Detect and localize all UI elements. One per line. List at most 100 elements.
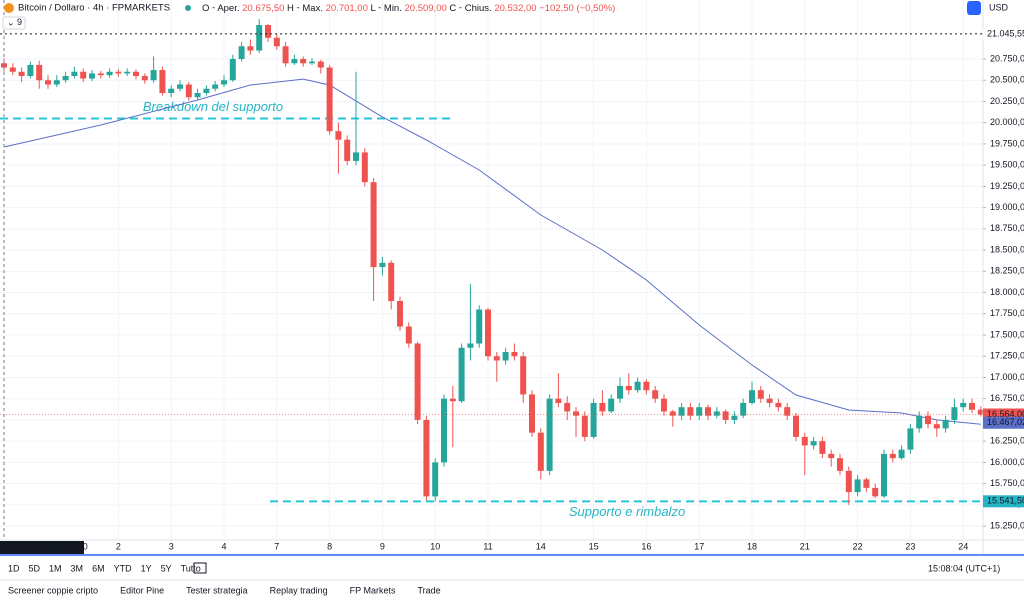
candle-body <box>185 84 192 98</box>
status-dot <box>185 5 191 11</box>
candle-body <box>256 25 263 51</box>
candle-body <box>546 398 553 471</box>
range-button[interactable]: YTD <box>114 563 133 573</box>
bottom-tab[interactable]: Replay trading <box>270 585 328 595</box>
candle-body <box>502 351 509 361</box>
candle-body <box>27 64 34 77</box>
candle-body <box>775 402 782 408</box>
range-button[interactable]: 3M <box>71 563 84 573</box>
x-tick-label: 8 <box>327 541 332 551</box>
legend-o: O - Aper. 20.675,50 H - Max. 20.701,00 L… <box>202 3 615 14</box>
candle-body <box>881 453 887 497</box>
bottom-tab[interactable]: FP Markets <box>350 585 396 595</box>
toolbar: 1D 5D 1M 3M 6M YTD 1Y 5Y Tutto Screener coppie cr… <box>8 563 441 595</box>
y-tick-label: 15.750,00 <box>990 478 1024 488</box>
y-tick-label: 19.000,00 <box>990 202 1024 212</box>
y-tick-label: 15.250,00 <box>990 520 1024 530</box>
candle-body <box>449 398 456 402</box>
candle-body <box>564 402 571 412</box>
annotation: Supporto e rimbalzo <box>569 504 685 519</box>
candle-body <box>1 63 7 68</box>
range-button[interactable]: 5Y <box>161 563 172 573</box>
bottom-tab[interactable]: Screener coppie cripto <box>8 585 98 595</box>
x-tick-label: 18 <box>747 541 757 551</box>
candle-body <box>749 390 755 403</box>
candle-body <box>590 402 597 437</box>
range-button[interactable]: 1M <box>49 563 62 573</box>
y-tick-label: 17.250,00 <box>990 351 1024 361</box>
compare-button[interactable] <box>967 1 981 15</box>
x-tick-label: 2 <box>116 541 121 551</box>
y-tick-label: 19.250,00 <box>990 181 1024 191</box>
candle-body <box>405 326 412 344</box>
y-tick-label: 17.500,00 <box>990 329 1024 339</box>
y-tick-label: 20.750,00 <box>990 53 1024 63</box>
candle-body <box>62 76 69 81</box>
candle-body <box>115 71 122 74</box>
candle-body <box>265 25 271 38</box>
price-label: 16.467,02 <box>987 417 1024 427</box>
x-tick-label: 16 <box>641 541 651 551</box>
x-tick-label: 7 <box>274 541 279 551</box>
candle-body <box>335 131 342 140</box>
x-tick-label: 15 <box>589 541 599 551</box>
candle-body <box>801 436 808 446</box>
bottom-tab[interactable]: Trade <box>418 585 441 595</box>
candle-body <box>150 70 157 81</box>
date-range-icon[interactable] <box>193 562 207 574</box>
candle-body <box>625 385 632 391</box>
candle-body <box>537 432 544 471</box>
range-button[interactable]: 1Y <box>141 563 152 573</box>
symbol: Bitcoin / Dollaro · 4h · FPMARKETS <box>18 3 170 14</box>
bottom-tab[interactable]: Editor Pine <box>120 585 164 595</box>
candle-body <box>652 390 659 399</box>
btc-icon <box>4 3 14 13</box>
range-button[interactable]: 1D <box>8 563 20 573</box>
candle-body <box>291 59 298 64</box>
candle-body <box>414 343 421 420</box>
range-button[interactable]: Tutto <box>181 563 201 573</box>
candle-body <box>238 46 245 60</box>
candle-body <box>493 356 500 361</box>
candle-body <box>740 402 747 416</box>
candle-body <box>71 71 78 77</box>
candle-body <box>212 84 219 89</box>
candle-body <box>221 80 227 85</box>
candle-body <box>617 385 623 399</box>
candle-body <box>951 407 958 420</box>
candle-body <box>960 402 967 408</box>
candle-body <box>916 415 923 429</box>
x-tick-label: 4 <box>221 541 226 551</box>
candle-body <box>353 152 359 161</box>
candle-body <box>344 139 351 161</box>
y-tick-label: 20.500,00 <box>990 75 1024 85</box>
price-label-box <box>983 27 1024 40</box>
bottom-tab[interactable]: Tester strategia <box>186 585 248 595</box>
axes: 15.250,0015.500,0015.750,0016.000,0016.2… <box>0 27 1024 554</box>
y-tick-label: 17.000,00 <box>990 372 1024 382</box>
x-tick-label: 21 <box>800 541 810 551</box>
candle-body <box>458 347 465 402</box>
candle-body <box>661 398 667 412</box>
y-tick-label: 16.000,00 <box>990 457 1024 467</box>
range-button[interactable]: 6M <box>92 563 105 573</box>
candle-body <box>53 80 60 85</box>
range-button[interactable]: 5D <box>29 563 41 573</box>
y-tick-label: 20.250,00 <box>990 96 1024 106</box>
candle-body <box>441 398 447 463</box>
candle-body <box>784 407 791 416</box>
y-tick-label: 19.500,00 <box>990 160 1024 170</box>
price-label-box <box>983 495 1024 508</box>
candle-body <box>731 415 738 420</box>
candle-body <box>423 419 430 497</box>
candle-body <box>529 394 535 433</box>
clock: 15:08:04 (UTC+1) <box>928 563 1000 573</box>
candle-body <box>828 453 835 459</box>
indicator-toggle[interactable] <box>2 16 26 30</box>
candle-body <box>810 441 817 446</box>
candle-body <box>863 479 870 488</box>
moving-average <box>3 78 981 425</box>
x-tick-label: 24 <box>958 541 968 551</box>
x-tick-label: 10 <box>430 541 440 551</box>
